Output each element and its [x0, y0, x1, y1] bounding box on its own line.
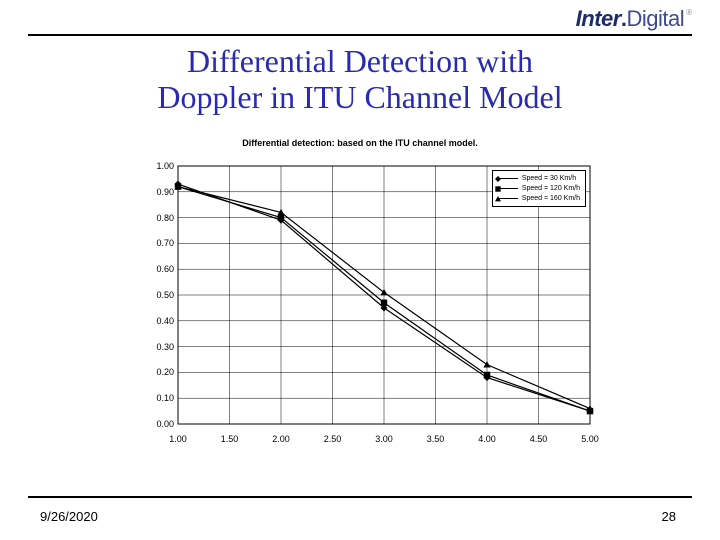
title-line-1: Differential Detection with	[0, 44, 720, 80]
y-tick-label: 0.30	[134, 342, 174, 352]
y-tick-label: 0.80	[134, 213, 174, 223]
y-tick-label: 0.00	[134, 419, 174, 429]
divider-bottom	[28, 496, 692, 498]
legend-line-icon	[498, 188, 518, 189]
legend-label: Speed = 120 Km/h	[522, 184, 580, 194]
legend-item: Speed = 160 Km/h	[498, 194, 580, 204]
x-tick-label: 3.00	[375, 434, 393, 444]
footer-date: 9/26/2020	[40, 509, 98, 524]
x-tick-label: 4.00	[478, 434, 496, 444]
title-line-2: Doppler in ITU Channel Model	[0, 80, 720, 116]
legend-line-icon	[498, 198, 518, 199]
y-tick-label: 0.10	[134, 393, 174, 403]
x-tick-label: 1.00	[169, 434, 187, 444]
legend-label: Speed = 30 Km/h	[522, 174, 576, 184]
chart-container: Differential detection: based on the ITU…	[120, 138, 600, 458]
y-tick-label: 0.50	[134, 290, 174, 300]
registered-mark-icon: ®	[686, 8, 692, 17]
logo-digital: Digital	[626, 6, 684, 31]
chart-plot: Speed = 30 Km/hSpeed = 120 Km/hSpeed = 1…	[120, 152, 600, 452]
legend-item: Speed = 30 Km/h	[498, 174, 580, 184]
logo-inter: Inter	[576, 6, 621, 31]
divider-top	[28, 34, 692, 36]
slide: Inter.Digital ® Differential Detection w…	[0, 0, 720, 540]
brand-logo: Inter.Digital ®	[576, 6, 692, 32]
slide-title: Differential Detection with Doppler in I…	[0, 44, 720, 116]
y-tick-label: 0.90	[134, 187, 174, 197]
x-tick-label: 3.50	[427, 434, 445, 444]
legend-item: Speed = 120 Km/h	[498, 184, 580, 194]
y-tick-label: 0.60	[134, 264, 174, 274]
legend-label: Speed = 160 Km/h	[522, 194, 580, 204]
y-tick-label: 0.40	[134, 316, 174, 326]
y-tick-label: 0.20	[134, 367, 174, 377]
chart-title: Differential detection: based on the ITU…	[120, 138, 600, 148]
footer-page-number: 28	[662, 509, 676, 524]
x-tick-label: 2.00	[272, 434, 290, 444]
logo-text: Inter.Digital	[576, 6, 684, 32]
y-tick-label: 0.70	[134, 238, 174, 248]
x-tick-label: 1.50	[221, 434, 239, 444]
x-tick-label: 5.00	[581, 434, 599, 444]
chart-legend: Speed = 30 Km/hSpeed = 120 Km/hSpeed = 1…	[492, 170, 586, 207]
x-tick-label: 2.50	[324, 434, 342, 444]
x-tick-label: 4.50	[530, 434, 548, 444]
legend-line-icon	[498, 178, 518, 179]
y-tick-label: 1.00	[134, 161, 174, 171]
